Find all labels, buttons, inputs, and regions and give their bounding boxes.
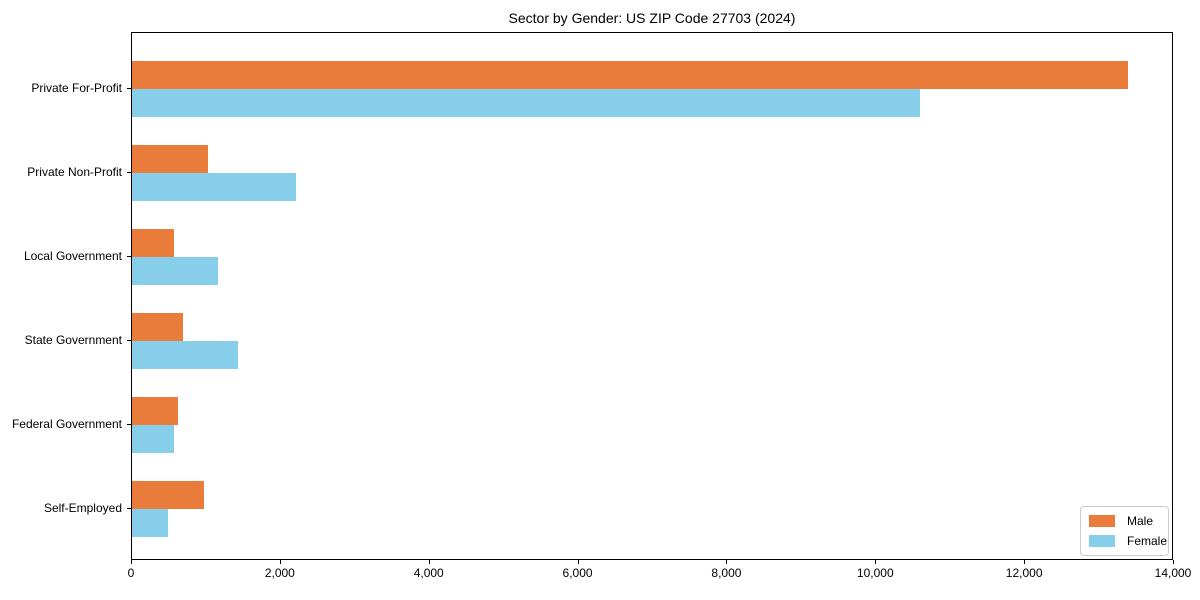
y-tick-label: Self-Employed	[43, 501, 122, 515]
x-tick-label: 6,000	[562, 566, 593, 580]
legend: Male Female	[1080, 506, 1169, 556]
bar-male	[132, 481, 205, 509]
x-tick-label: 8,000	[711, 566, 742, 580]
legend-label-female: Female	[1127, 534, 1168, 548]
legend-item-male: Male	[1089, 514, 1160, 528]
y-tick-label: Local Government	[23, 249, 122, 263]
y-tick-label: Private For-Profit	[31, 81, 122, 95]
y-tick-label: Federal Government	[11, 417, 122, 431]
bar-female	[132, 173, 297, 201]
y-tick-mark	[127, 172, 131, 173]
x-tick-mark	[577, 560, 579, 564]
y-tick-mark	[127, 424, 131, 425]
chart-title: Sector by Gender: US ZIP Code 27703 (202…	[508, 10, 796, 26]
x-tick-label: 4,000	[413, 566, 444, 580]
legend-label-male: Male	[1127, 514, 1154, 528]
x-tick-mark	[726, 560, 728, 564]
y-tick-mark	[127, 508, 131, 509]
x-tick-mark	[279, 560, 281, 564]
plot-area: Male Female	[131, 32, 1173, 560]
bar-male	[132, 145, 208, 173]
y-tick-mark	[127, 88, 131, 89]
bar-female	[132, 425, 174, 453]
x-tick-label: 12,000	[1005, 566, 1043, 580]
x-tick-label: 0	[127, 566, 135, 580]
legend-item-female: Female	[1089, 534, 1167, 548]
y-tick-mark	[127, 340, 131, 341]
x-tick-mark	[131, 560, 132, 564]
male-series-swatch-icon	[1089, 515, 1115, 527]
x-tick-mark	[1173, 560, 1174, 564]
y-tick-label: Private Non-Profit	[27, 165, 122, 179]
bar-male	[132, 229, 174, 257]
bar-female	[132, 341, 239, 369]
bar-female	[132, 89, 921, 117]
bar-male	[132, 61, 1128, 89]
x-tick-mark	[875, 560, 877, 564]
x-tick-label: 2,000	[264, 566, 295, 580]
bar-female	[132, 509, 168, 537]
y-tick-mark	[127, 256, 131, 257]
bar-male	[132, 313, 184, 341]
bar-male	[132, 397, 178, 425]
bar-female	[132, 257, 218, 285]
x-tick-label: 10,000	[856, 566, 894, 580]
x-tick-mark	[428, 560, 430, 564]
x-tick-label: 14,000	[1154, 566, 1192, 580]
x-tick-mark	[1024, 560, 1026, 564]
y-tick-label: State Government	[24, 333, 122, 347]
female-series-swatch-icon	[1089, 535, 1115, 547]
